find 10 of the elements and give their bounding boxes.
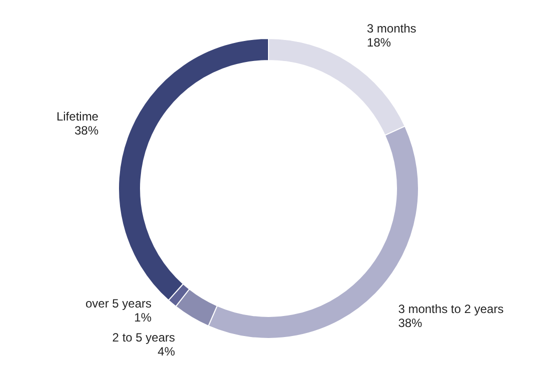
slice-label: Lifetime: [56, 110, 99, 124]
data-label: 38%: [74, 124, 99, 138]
data-label: 4%: [158, 344, 176, 359]
slice-label: 3 months to 2 years: [398, 302, 504, 316]
slice-label: over 5 years: [85, 296, 152, 311]
slice-label: 2 to 5 years: [112, 330, 176, 345]
data-label: 1%: [134, 310, 152, 325]
data-label: 38%: [398, 316, 423, 330]
slice-label: 3 months: [366, 21, 416, 36]
data-label: 18%: [366, 35, 392, 50]
